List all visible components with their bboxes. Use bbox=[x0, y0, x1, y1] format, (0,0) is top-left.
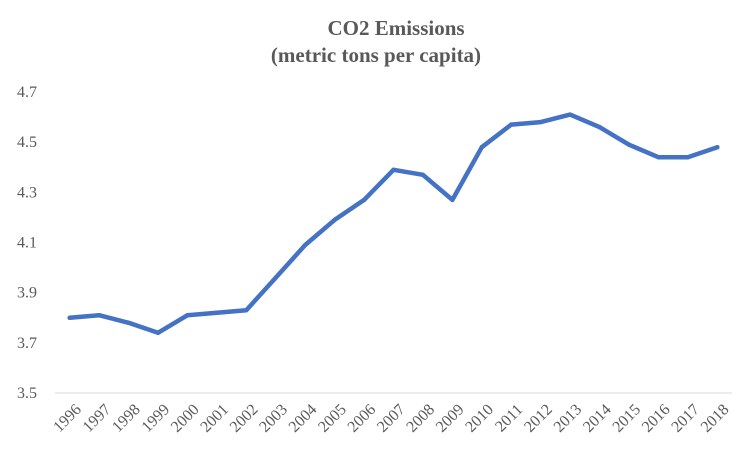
x-tick-label: 2001 bbox=[197, 401, 232, 436]
x-tick-label: 2006 bbox=[345, 401, 380, 436]
series-line-co2-emissions bbox=[67, 112, 720, 336]
data-point bbox=[97, 313, 102, 318]
x-tick-label: 2004 bbox=[286, 401, 321, 436]
data-point bbox=[244, 308, 249, 313]
data-points bbox=[67, 112, 720, 335]
data-point bbox=[656, 155, 661, 160]
data-point bbox=[214, 310, 220, 315]
data-point bbox=[715, 145, 720, 150]
x-tick-label: 2018 bbox=[698, 401, 733, 436]
x-tick-label: 2010 bbox=[462, 401, 497, 436]
y-tick-label: 3.7 bbox=[17, 335, 37, 352]
x-tick-label: 2012 bbox=[521, 401, 556, 436]
data-point bbox=[538, 119, 543, 125]
data-point bbox=[185, 313, 190, 318]
y-tick-label: 4.1 bbox=[17, 235, 37, 252]
y-tick-label: 4.7 bbox=[17, 84, 37, 101]
x-tick-label: 1999 bbox=[139, 401, 174, 436]
y-tick-label: 4.5 bbox=[17, 134, 37, 151]
x-tick-label: 1996 bbox=[50, 401, 85, 436]
data-point bbox=[685, 155, 690, 160]
x-tick-label: 2003 bbox=[256, 401, 291, 436]
chart-subtitle: (metric tons per capita) bbox=[271, 43, 481, 67]
data-point bbox=[273, 275, 278, 280]
y-tick-label: 4.3 bbox=[17, 184, 37, 201]
data-point bbox=[509, 122, 514, 127]
x-tick-label: 2013 bbox=[551, 401, 586, 436]
x-tick-label: 1998 bbox=[109, 401, 144, 436]
x-tick-label: 2007 bbox=[374, 401, 409, 436]
data-point bbox=[420, 172, 426, 177]
x-tick-label: 2014 bbox=[580, 401, 615, 436]
chart-title: CO2 Emissions bbox=[327, 16, 464, 40]
y-tick-label: 3.5 bbox=[17, 385, 37, 402]
data-point bbox=[567, 112, 573, 117]
data-point bbox=[332, 217, 337, 223]
data-point bbox=[303, 242, 308, 248]
data-point bbox=[450, 197, 455, 203]
x-tick-label: 2008 bbox=[403, 401, 438, 436]
x-tick-label: 2000 bbox=[168, 401, 203, 436]
x-tick-label: 1997 bbox=[80, 401, 115, 436]
data-point bbox=[626, 142, 632, 147]
x-tick-label: 2017 bbox=[668, 401, 703, 436]
data-point bbox=[155, 330, 161, 335]
x-tick-label: 2009 bbox=[433, 401, 468, 436]
y-tick-label: 3.9 bbox=[17, 285, 37, 302]
data-point bbox=[479, 145, 484, 150]
y-axis-ticks: 3.5 3.7 3.9 4.1 4.3 4.5 4.7 bbox=[17, 84, 37, 402]
data-point bbox=[67, 315, 72, 320]
x-tick-label: 2015 bbox=[610, 401, 645, 436]
x-tick-label: 2011 bbox=[492, 401, 526, 435]
x-axis-ticks: 1996199719981999200020012002200320042005… bbox=[50, 401, 732, 436]
data-point bbox=[597, 124, 602, 130]
data-point bbox=[361, 197, 367, 203]
x-tick-label: 2016 bbox=[639, 401, 674, 436]
data-point bbox=[126, 320, 131, 325]
x-tick-label: 2005 bbox=[315, 401, 350, 436]
data-point bbox=[391, 167, 396, 172]
x-tick-label: 2002 bbox=[227, 401, 262, 436]
